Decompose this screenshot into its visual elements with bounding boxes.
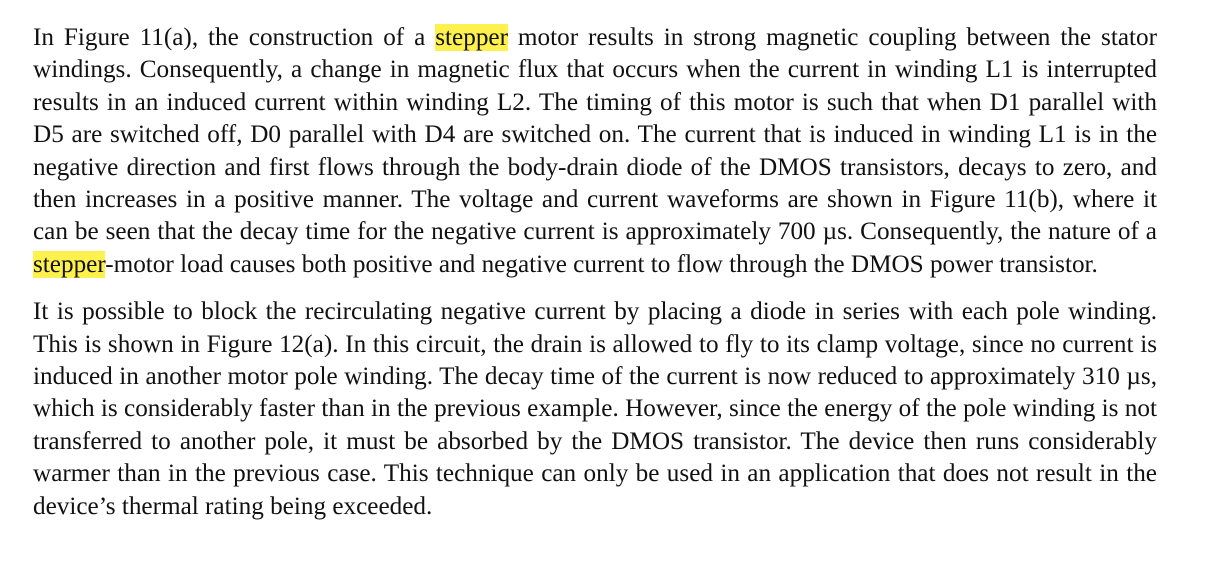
text-segment: It is possible to block the recirculatin… xyxy=(33,298,1157,520)
highlighted-term-stepper: stepper xyxy=(33,250,106,278)
document-page: In Figure 11(a), the construction of a s… xyxy=(33,22,1157,523)
highlighted-term-stepper: stepper xyxy=(435,24,508,51)
text-segment: -motor load causes both positive and neg… xyxy=(105,250,1098,278)
text-segment: In Figure 11(a), the construction of a xyxy=(33,24,436,51)
paragraph-2: It is possible to block the recirculatin… xyxy=(33,296,1157,523)
text-segment: motor results in strong magnetic couplin… xyxy=(33,24,1157,246)
paragraph-1: In Figure 11(a), the construction of a s… xyxy=(33,22,1157,281)
